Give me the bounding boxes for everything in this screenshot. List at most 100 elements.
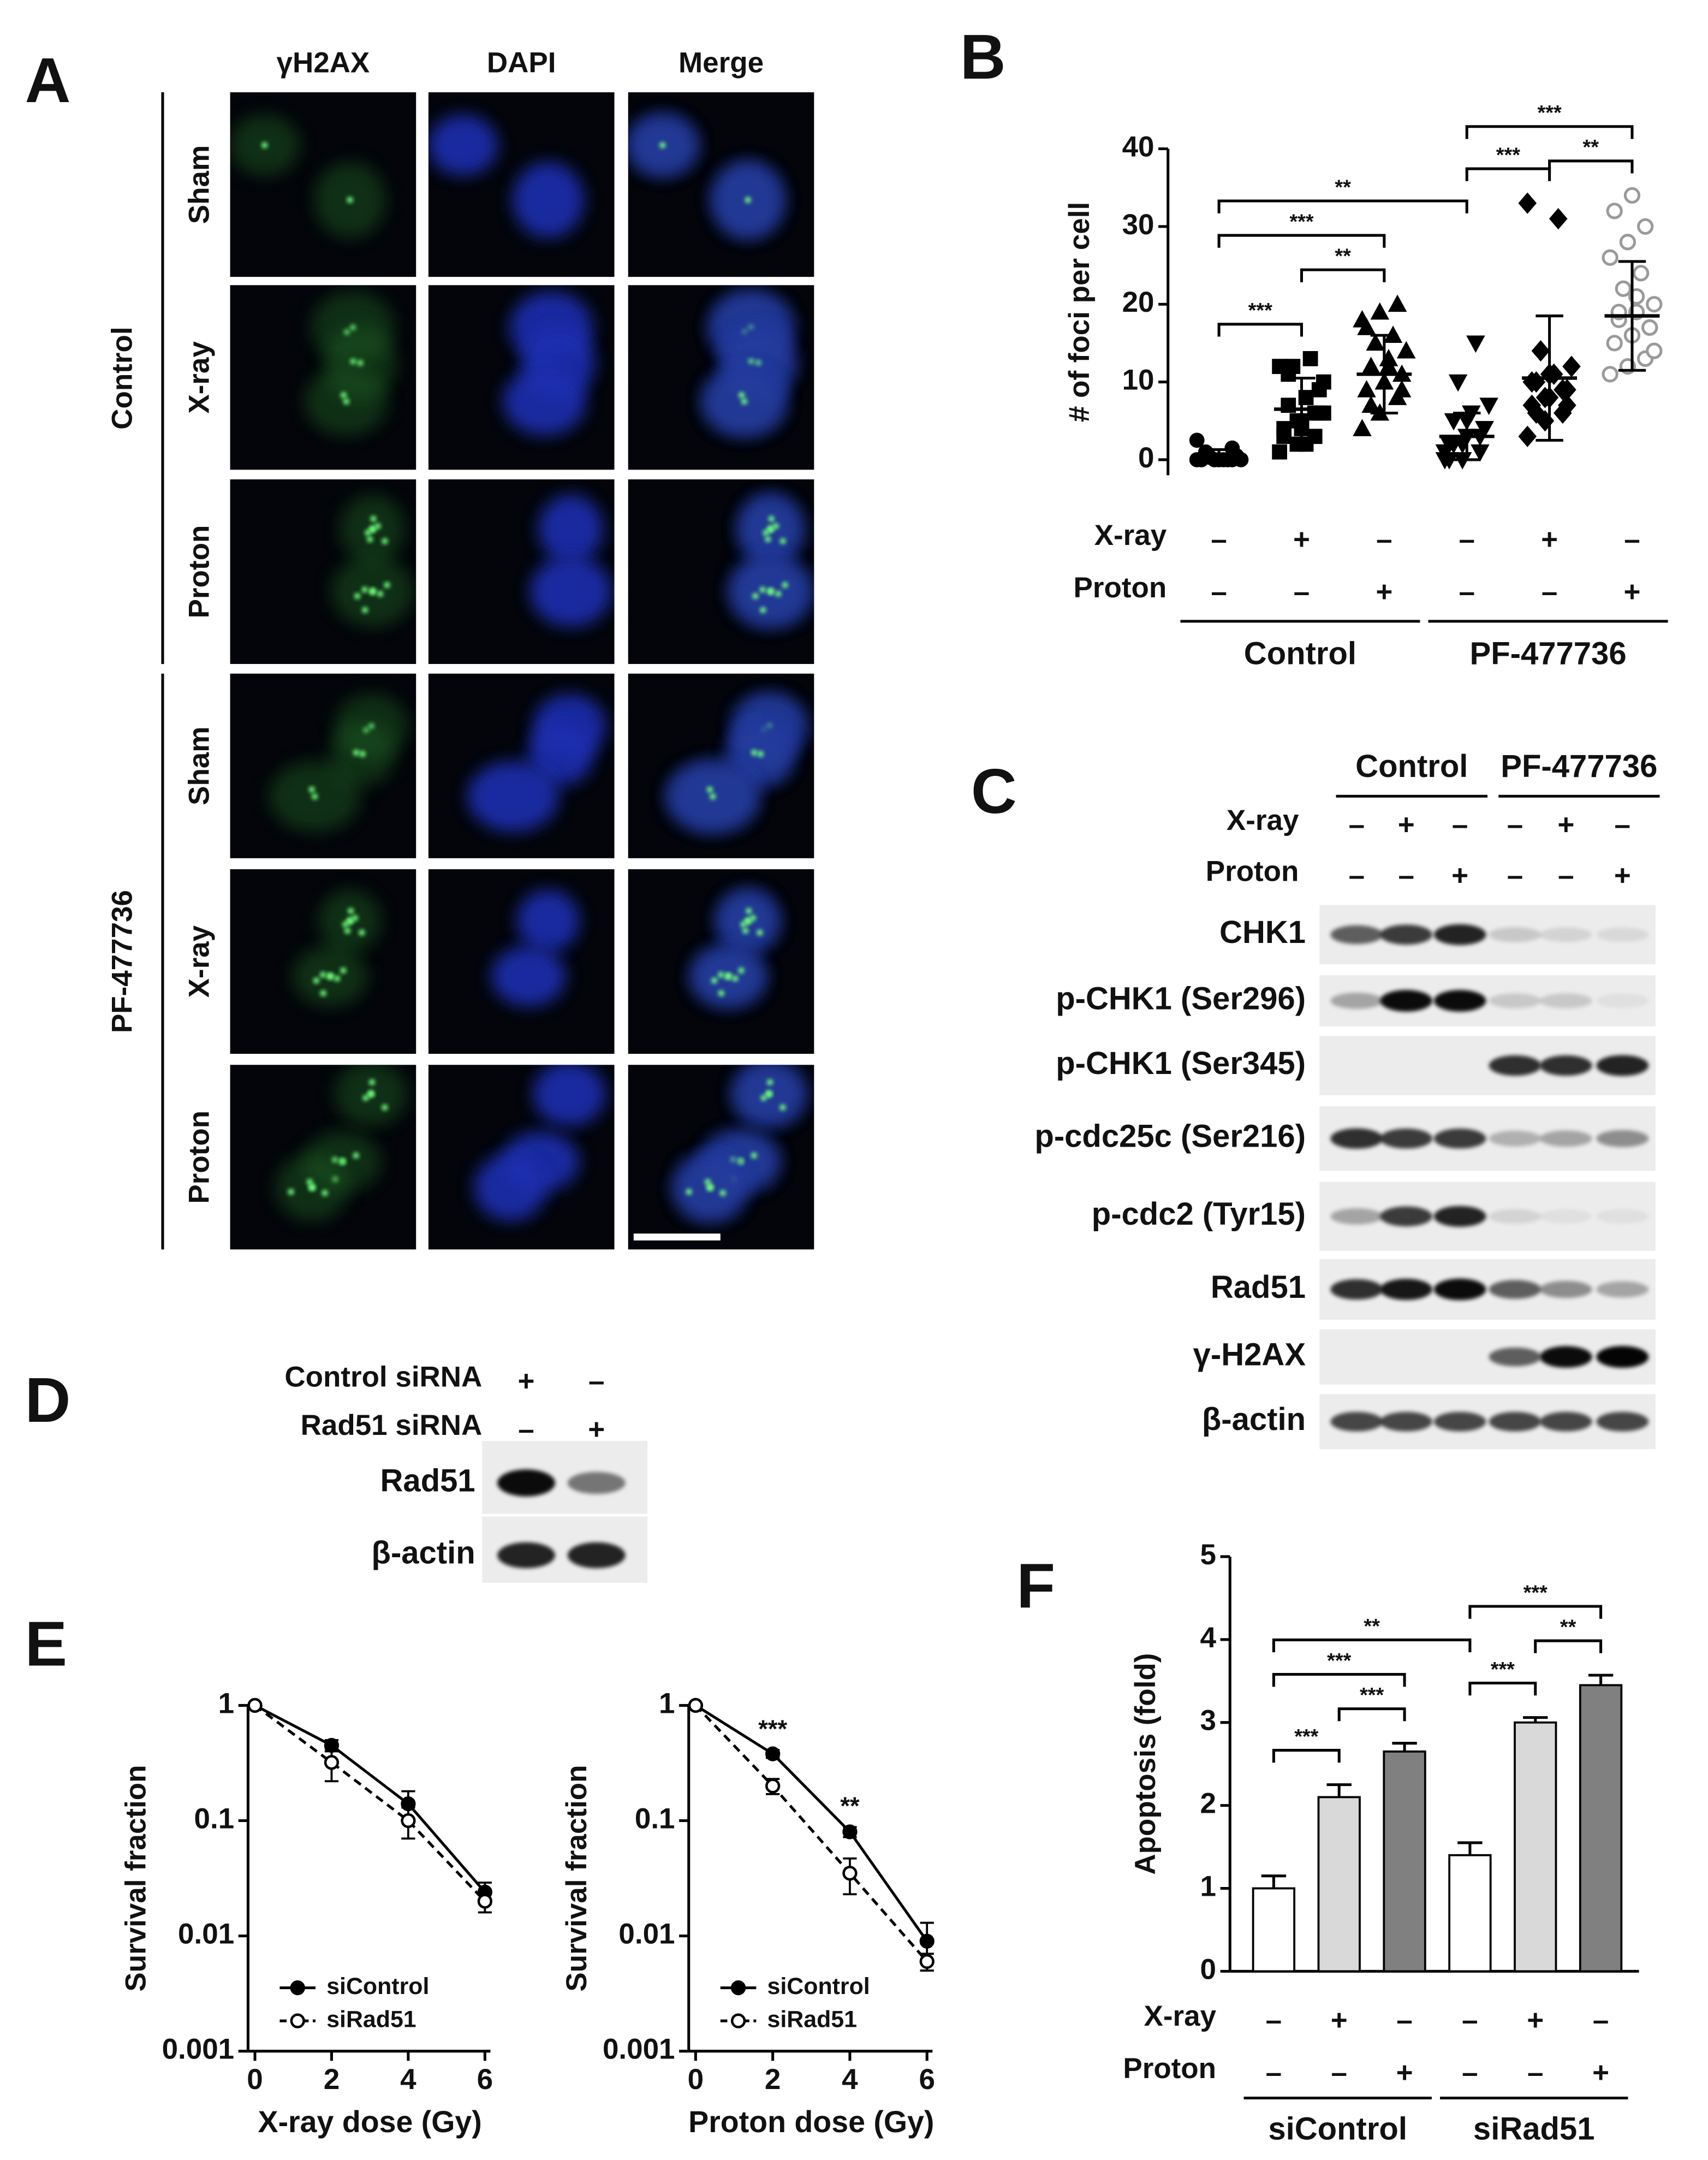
y-tick-label: 0.01: [618, 1918, 675, 1950]
focus: [705, 1179, 711, 1185]
significance-label: ***: [1523, 1581, 1548, 1604]
focus: [327, 973, 334, 980]
focus: [749, 915, 757, 921]
blot-band: [567, 1471, 626, 1494]
focus: [368, 1090, 374, 1097]
micrograph: [230, 673, 416, 858]
focus: [384, 581, 390, 589]
significance-label: **: [840, 1792, 860, 1820]
y-tick-label: 0.001: [603, 2033, 675, 2066]
nucleus: [512, 162, 584, 238]
blot-band: [1330, 1128, 1383, 1149]
condition-sign: +: [1614, 859, 1631, 892]
blot-band: [1489, 1411, 1542, 1432]
column-header: γH2AX: [277, 47, 370, 79]
data-point: [688, 1698, 703, 1713]
condition-sign: –: [1294, 575, 1310, 608]
micrograph-content: [674, 1065, 806, 1221]
data-point: [1602, 366, 1618, 383]
micrograph-content: [691, 889, 779, 1007]
condition-sign: –: [1527, 2057, 1543, 2089]
sd-bar: [1288, 376, 1316, 442]
condition-sign: +: [1451, 859, 1468, 892]
row-label: Proton: [183, 525, 216, 619]
focus: [369, 526, 376, 532]
condition-sign: –: [1349, 809, 1365, 841]
column-header: DAPI: [487, 47, 556, 79]
nucleus: [467, 761, 559, 832]
blot-band: [1380, 990, 1433, 1012]
y-tick-label: 0: [1200, 1953, 1216, 1985]
condition-sign: –: [1398, 859, 1414, 892]
micrograph: [428, 285, 615, 470]
significance-label: **: [1335, 245, 1351, 268]
blot-band: [1489, 1280, 1542, 1299]
micrograph: [628, 673, 814, 858]
y-tick-label: 1: [659, 1687, 675, 1719]
nucleus: [491, 946, 566, 1007]
micrograph: [230, 1065, 416, 1250]
focus: [308, 786, 315, 793]
x-tick-label: 0: [688, 2063, 704, 2096]
focus: [742, 928, 749, 934]
condition-sign: –: [1558, 859, 1574, 892]
micrograph: [628, 285, 814, 470]
data-point: [324, 1755, 340, 1770]
significance-label: ***: [758, 1715, 787, 1743]
condition-label: Proton: [1074, 572, 1167, 604]
micrograph: [428, 92, 615, 277]
nucleus: [474, 1154, 547, 1221]
condition-label: Rad51 siRNA: [301, 1409, 483, 1441]
series-line: [694, 1704, 929, 1963]
micrograph: [628, 1065, 814, 1250]
micrograph-content: [467, 694, 606, 832]
nucleus: [428, 115, 498, 176]
blot-band: [1596, 1055, 1649, 1076]
x-axis-label: Proton dose (Gy): [688, 2105, 934, 2139]
blot-band: [1596, 1130, 1649, 1147]
focus: [738, 967, 745, 974]
blot-band: [1330, 993, 1383, 1009]
legend-label: siControl: [767, 1973, 870, 1999]
condition-sign: –: [1266, 2057, 1282, 2089]
micrograph: [230, 479, 416, 664]
data-point: [247, 1698, 263, 1713]
focus: [343, 398, 349, 405]
focus: [354, 593, 361, 600]
focus: [382, 1104, 388, 1111]
significance-bracket: [1217, 199, 1468, 213]
condition-sign: –: [588, 1365, 604, 1397]
blot-band: [1330, 925, 1383, 944]
micrograph: [230, 869, 416, 1054]
micrograph: [628, 92, 814, 277]
focus: [368, 1079, 375, 1085]
focus: [760, 1095, 767, 1101]
blot-band: [1380, 1411, 1433, 1432]
significance-bracket: [1217, 234, 1386, 248]
data-point: [1531, 340, 1550, 362]
blot-band: [567, 1542, 626, 1569]
data-point: [1527, 402, 1546, 424]
blot-band: [1539, 993, 1592, 1008]
error-bar: [1588, 1674, 1614, 1686]
focus: [347, 918, 353, 924]
condition-sign: –: [1452, 809, 1468, 841]
data-point: [1606, 335, 1623, 352]
data-point: [1623, 187, 1641, 204]
condition-label: Proton: [1123, 2052, 1216, 2085]
row-label: Proton: [183, 1111, 216, 1204]
condition-sign: –: [1376, 524, 1392, 556]
band-label: p-CHK1 (Ser345): [1056, 1046, 1306, 1081]
sd-bar: [1205, 448, 1233, 464]
significance-bracket: [1272, 1638, 1472, 1653]
data-point: [1466, 335, 1485, 353]
blot-band: [1539, 1209, 1592, 1224]
blot-band: [1433, 924, 1486, 945]
micrograph: [428, 1065, 615, 1250]
focus: [741, 398, 748, 405]
row-label: X-ray: [183, 925, 216, 998]
blot-band: [1596, 1281, 1649, 1298]
focus: [353, 749, 360, 756]
column-header: Merge: [679, 47, 764, 79]
